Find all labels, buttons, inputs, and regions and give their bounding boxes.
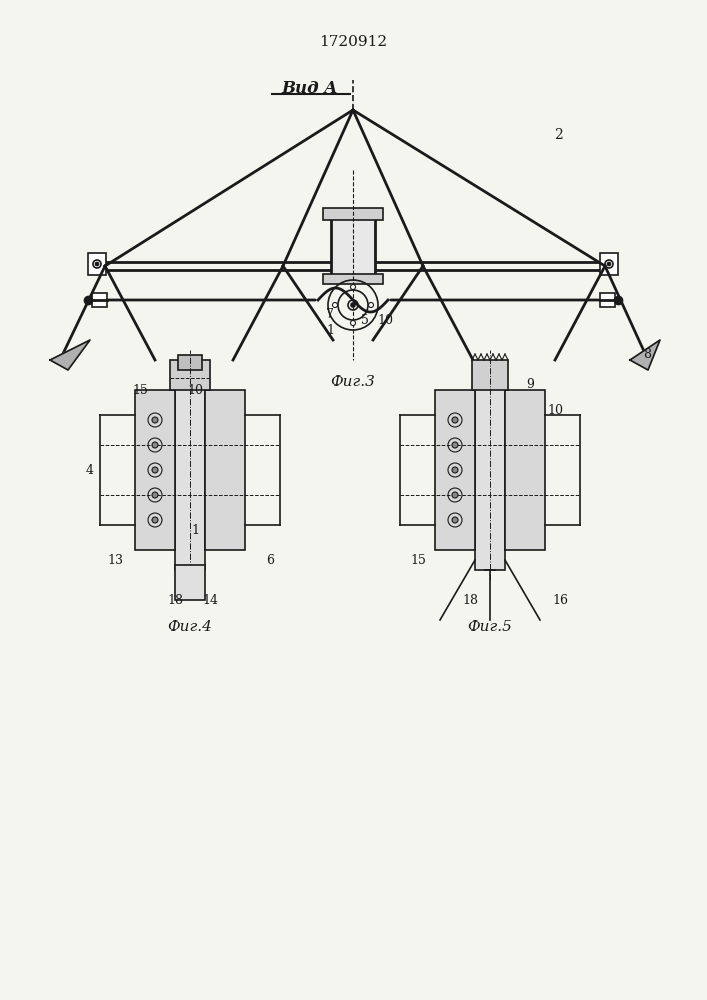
Circle shape xyxy=(152,492,158,498)
Circle shape xyxy=(152,467,158,473)
Bar xyxy=(175,370,205,570)
Text: 10: 10 xyxy=(377,314,393,326)
Bar xyxy=(435,390,475,550)
Text: 2: 2 xyxy=(554,128,562,142)
Circle shape xyxy=(452,517,458,523)
Text: Фиг.5: Фиг.5 xyxy=(467,620,513,634)
Text: 16: 16 xyxy=(552,593,568,606)
Text: 8: 8 xyxy=(643,349,651,361)
Bar xyxy=(175,565,205,600)
Text: 10: 10 xyxy=(547,403,563,416)
Polygon shape xyxy=(630,340,660,370)
Circle shape xyxy=(152,442,158,448)
Text: 5: 5 xyxy=(361,314,369,326)
Bar xyxy=(323,274,383,284)
Text: 15: 15 xyxy=(132,383,148,396)
Text: 6: 6 xyxy=(266,554,274,566)
Circle shape xyxy=(351,303,355,307)
Circle shape xyxy=(452,442,458,448)
Circle shape xyxy=(332,302,337,308)
Text: Вид A: Вид A xyxy=(282,80,338,97)
Bar xyxy=(600,253,618,275)
Text: 1: 1 xyxy=(326,324,334,336)
Bar xyxy=(475,370,505,570)
Text: 13: 13 xyxy=(107,554,123,566)
Bar xyxy=(135,390,175,550)
Polygon shape xyxy=(50,340,90,370)
Circle shape xyxy=(368,302,373,308)
Bar xyxy=(92,293,107,307)
Bar xyxy=(323,208,383,220)
Circle shape xyxy=(452,417,458,423)
Text: 10: 10 xyxy=(187,383,203,396)
Bar xyxy=(170,360,210,390)
Bar xyxy=(88,253,106,275)
Circle shape xyxy=(152,517,158,523)
Circle shape xyxy=(351,320,356,326)
Circle shape xyxy=(452,492,458,498)
Text: Фиг.4: Фиг.4 xyxy=(168,620,212,634)
Bar xyxy=(331,210,375,280)
Circle shape xyxy=(607,262,611,265)
Bar xyxy=(472,360,508,390)
Bar xyxy=(205,390,245,550)
Text: 15: 15 xyxy=(410,554,426,566)
Bar xyxy=(178,355,202,370)
Text: 7: 7 xyxy=(326,308,334,322)
Circle shape xyxy=(351,284,356,290)
Circle shape xyxy=(452,467,458,473)
Text: 18: 18 xyxy=(462,593,478,606)
Text: 14: 14 xyxy=(202,593,218,606)
Text: Фиг.3: Фиг.3 xyxy=(331,375,375,389)
Bar xyxy=(600,293,615,307)
Text: 9: 9 xyxy=(526,378,534,391)
Text: 4: 4 xyxy=(86,464,94,477)
Text: 1720912: 1720912 xyxy=(319,35,387,49)
Circle shape xyxy=(152,417,158,423)
Text: 1: 1 xyxy=(191,524,199,536)
Circle shape xyxy=(95,262,98,265)
Bar xyxy=(505,390,545,550)
Text: 18: 18 xyxy=(167,593,183,606)
